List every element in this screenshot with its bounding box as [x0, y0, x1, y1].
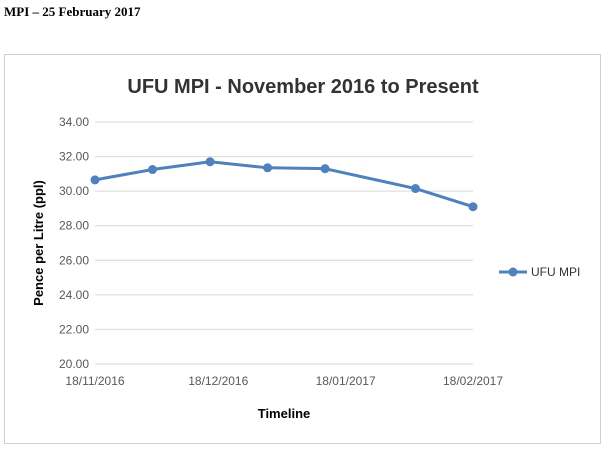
data-point: [263, 163, 273, 173]
x-tick-label: 18/01/2017: [316, 374, 376, 388]
x-axis-label: Timeline: [258, 406, 311, 421]
x-tick-label: 18/02/2017: [443, 374, 503, 388]
y-tick-label: 34.00: [59, 115, 89, 129]
y-axis-ticks: 20.00 22.00 24.00 26.00 28.00 30.00 32.00 34.00: [59, 115, 89, 371]
y-tick-label: 32.00: [59, 150, 89, 164]
chart-frame: UFU MPI - November 2016 to Present 20.00…: [4, 54, 601, 444]
data-point: [410, 184, 420, 194]
y-tick-label: 24.00: [59, 288, 89, 302]
page-heading: MPI – 25 February 2017: [4, 4, 141, 19]
x-tick-label: 18/12/2016: [188, 374, 248, 388]
data-point: [90, 175, 100, 185]
data-point: [320, 164, 330, 174]
data-point: [468, 202, 478, 212]
y-tick-label: 26.00: [59, 253, 89, 267]
y-axis-label: Pence per Litre (ppl): [31, 180, 46, 306]
x-axis-ticks: 18/11/2016 18/12/2016 18/01/2017 18/02/2017: [65, 374, 503, 388]
y-tick-label: 22.00: [59, 322, 89, 336]
x-tick-label: 18/11/2016: [65, 374, 124, 388]
data-point: [148, 165, 158, 175]
series-layer: [90, 157, 478, 212]
y-tick-label: 28.00: [59, 219, 89, 233]
data-point: [205, 157, 215, 167]
legend-marker: [508, 267, 518, 277]
chart-title: UFU MPI - November 2016 to Present: [127, 76, 479, 98]
y-tick-label: 30.00: [59, 184, 89, 198]
chart-svg: UFU MPI - November 2016 to Present 20.00…: [31, 76, 580, 421]
y-tick-label: 20.00: [59, 357, 89, 371]
legend-label: UFU MPI: [531, 265, 580, 279]
gridlines: [95, 121, 473, 365]
legend: UFU MPI: [499, 265, 580, 279]
